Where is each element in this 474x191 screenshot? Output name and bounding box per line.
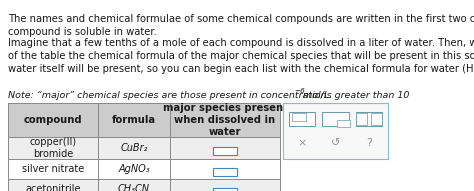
Text: silver nitrate: silver nitrate: [22, 164, 84, 174]
Text: ×: ×: [297, 138, 307, 148]
Bar: [356, 113, 367, 125]
Text: AgNO₃: AgNO₃: [118, 164, 150, 174]
Text: −6: −6: [294, 88, 305, 94]
Text: ?: ?: [366, 138, 372, 148]
Text: Imagine that a few tenths of a mole of each compound is dissolved in a liter of : Imagine that a few tenths of a mole of e…: [8, 38, 474, 74]
Text: ↺: ↺: [331, 138, 340, 148]
Text: compound: compound: [24, 115, 82, 125]
Bar: [356, 112, 382, 126]
Text: formula: formula: [112, 115, 156, 125]
Text: CuBr₂: CuBr₂: [120, 143, 148, 153]
Bar: [292, 113, 306, 121]
Bar: [213, 188, 237, 191]
Text: CH₃CN: CH₃CN: [118, 184, 150, 191]
Bar: [289, 112, 315, 126]
Text: The names and chemical formulae of some chemical compounds are written in the fi: The names and chemical formulae of some …: [8, 14, 474, 37]
Text: Note: “major” chemical species are those present in concentrations greater than : Note: “major” chemical species are those…: [8, 91, 410, 100]
Bar: [213, 146, 237, 155]
Text: copper(II)
bromide: copper(II) bromide: [29, 137, 77, 159]
Bar: [371, 113, 382, 125]
Bar: [322, 112, 348, 126]
Text: acetonitrile: acetonitrile: [25, 184, 81, 191]
Text: mol/L.: mol/L.: [300, 91, 332, 100]
Text: major species present
when dissolved in
water: major species present when dissolved in …: [163, 103, 287, 137]
Bar: [337, 120, 350, 127]
Bar: [213, 168, 237, 176]
